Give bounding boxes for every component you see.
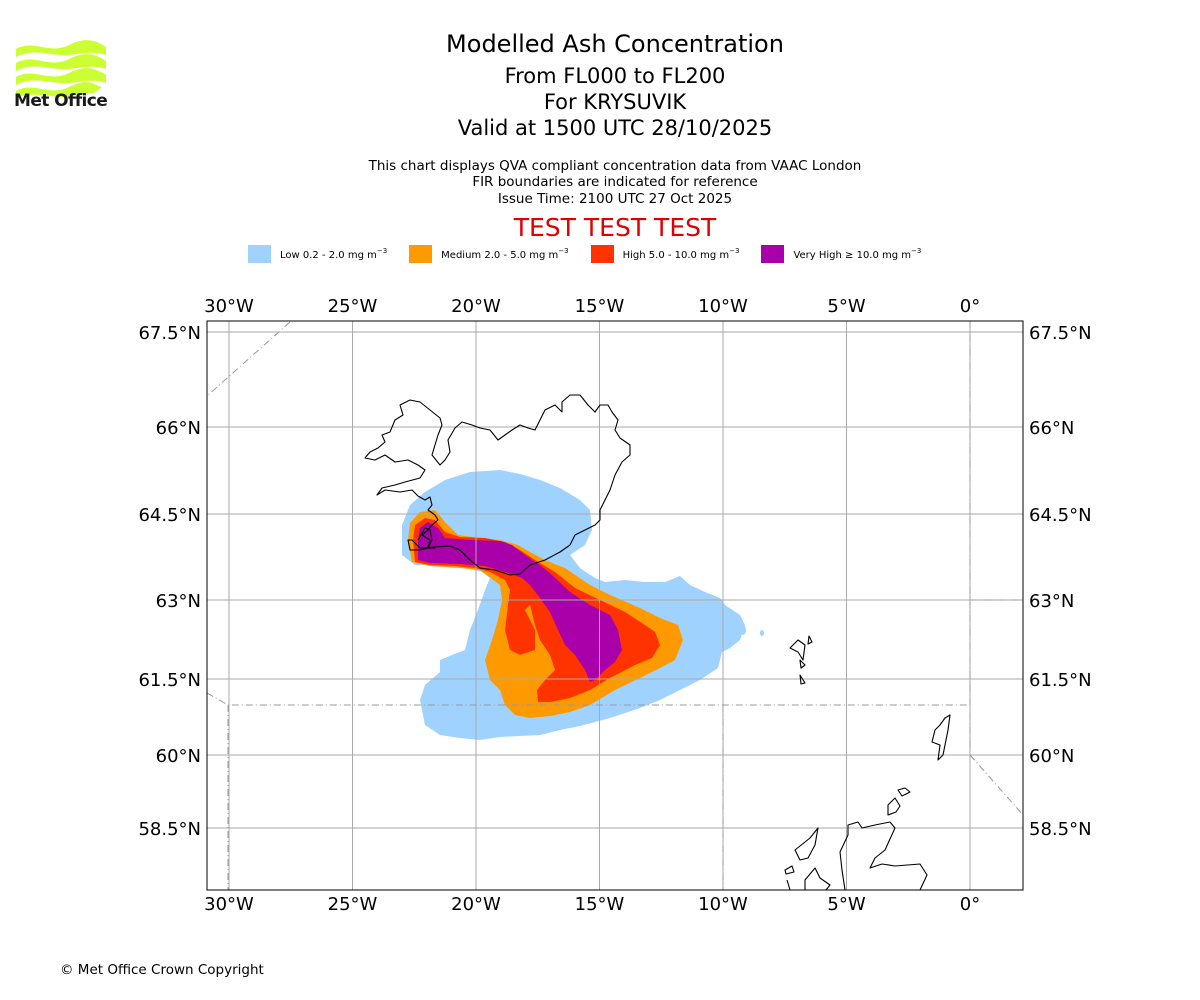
gridlines <box>207 321 1023 890</box>
lon-tick-label-bottom: 0° <box>960 894 980 915</box>
legend-item-medium: Medium 2.0 - 5.0 mg m−3 <box>409 245 569 263</box>
flight-level-range: From FL000 to FL200 <box>504 64 726 88</box>
copyright-notice: © Met Office Crown Copyright <box>60 962 264 978</box>
issue-time: Issue Time: 2100 UTC 27 Oct 2025 <box>497 191 733 207</box>
legend-label-low: Low 0.2 - 2.0 mg m <box>280 250 377 261</box>
ash-area-low <box>760 630 764 636</box>
lat-tick-label-right: 61.5°N <box>1029 670 1092 691</box>
lon-tick-label-top: 25°W <box>328 296 378 317</box>
ash-area-low <box>740 625 746 635</box>
coastline-iceland <box>364 394 631 576</box>
coastline-reykjanes <box>417 527 435 549</box>
legend-label-medium: Medium 2.0 - 5.0 mg m <box>441 250 559 261</box>
lat-tick-label-right: 60°N <box>1029 746 1074 767</box>
lat-tick-label-right: 58.5°N <box>1029 819 1092 840</box>
lon-tick-label-top: 10°W <box>698 296 748 317</box>
axis-tick-labels: 30°W 30°W 25°W 25°W 20°W 20°W 15°W 15°W 10°W 10°W… <box>138 296 1091 915</box>
lon-tick-label-top: 5°W <box>827 296 865 317</box>
ash-concentration-layers <box>402 470 764 740</box>
lon-tick-label-bottom: 20°W <box>451 894 501 915</box>
subtitle-qva: This chart displays QVA compliant concen… <box>368 158 862 174</box>
lat-tick-label-left: 60°N <box>156 746 201 767</box>
map-frame <box>206 320 1024 891</box>
lat-tick-label-right: 63°N <box>1029 591 1074 612</box>
legend-swatch-high <box>590 245 614 263</box>
lon-tick-label-top: 30°W <box>204 296 254 317</box>
subtitle-fir: FIR boundaries are indicated for referen… <box>472 174 758 190</box>
lon-tick-label-bottom: 15°W <box>575 894 625 915</box>
lat-tick-label-left: 67.5°N <box>138 323 201 344</box>
ash-area-very-high <box>418 522 622 682</box>
valid-time: Valid at 1500 UTC 28/10/2025 <box>457 116 773 140</box>
legend-swatch-medium <box>409 245 433 263</box>
legend-item-very-high: Very High ≥ 10.0 mg m−3 <box>761 245 921 263</box>
coastline-shetland <box>931 714 951 761</box>
met-office-logo-text: Met Office <box>14 91 108 111</box>
lat-tick-label-left: 66°N <box>156 418 201 439</box>
coastlines <box>364 394 951 890</box>
lat-tick-label-left: 63°N <box>156 591 201 612</box>
test-banner: TEST TEST TEST <box>513 213 717 242</box>
lat-tick-label-right: 64.5°N <box>1029 505 1092 526</box>
lon-tick-label-top: 0° <box>960 296 980 317</box>
legend-swatch-low <box>248 245 271 263</box>
legend: Low 0.2 - 2.0 mg m−3 Medium 2.0 - 5.0 mg… <box>248 244 943 264</box>
lon-tick-label-bottom: 10°W <box>698 894 748 915</box>
lon-tick-label-top: 15°W <box>575 296 625 317</box>
fir-boundary-line <box>969 321 1023 816</box>
fir-boundary-line <box>207 321 291 397</box>
coastline-orkney <box>887 787 911 816</box>
fir-boundaries <box>207 321 1023 890</box>
legend-item-high: High 5.0 - 10.0 mg m−3 <box>590 245 739 263</box>
volcano-name: For KRYSUVIK <box>543 90 687 114</box>
chart-title: Modelled Ash Concentration <box>446 30 784 58</box>
lon-tick-label-bottom: 30°W <box>204 894 254 915</box>
lat-tick-label-left: 64.5°N <box>138 505 201 526</box>
met-office-wave-logo-icon <box>16 40 106 98</box>
lat-tick-label-right: 67.5°N <box>1029 323 1092 344</box>
legend-swatch-very-high <box>761 245 785 263</box>
legend-item-low: Low 0.2 - 2.0 mg m−3 <box>248 245 387 263</box>
legend-label-very-high: Very High ≥ 10.0 mg m <box>793 250 912 261</box>
lon-tick-label-bottom: 5°W <box>827 894 865 915</box>
lat-tick-label-left: 61.5°N <box>138 670 201 691</box>
lat-tick-label-right: 66°N <box>1029 418 1074 439</box>
lat-tick-label-left: 58.5°N <box>138 819 201 840</box>
coastline-scotland <box>839 821 928 890</box>
lon-tick-label-top: 20°W <box>451 296 501 317</box>
lon-tick-label-bottom: 25°W <box>328 894 378 915</box>
coastline-hebrides <box>784 827 831 890</box>
legend-label-high: High 5.0 - 10.0 mg m <box>622 250 730 261</box>
coastline-faroe-islands <box>789 635 813 685</box>
